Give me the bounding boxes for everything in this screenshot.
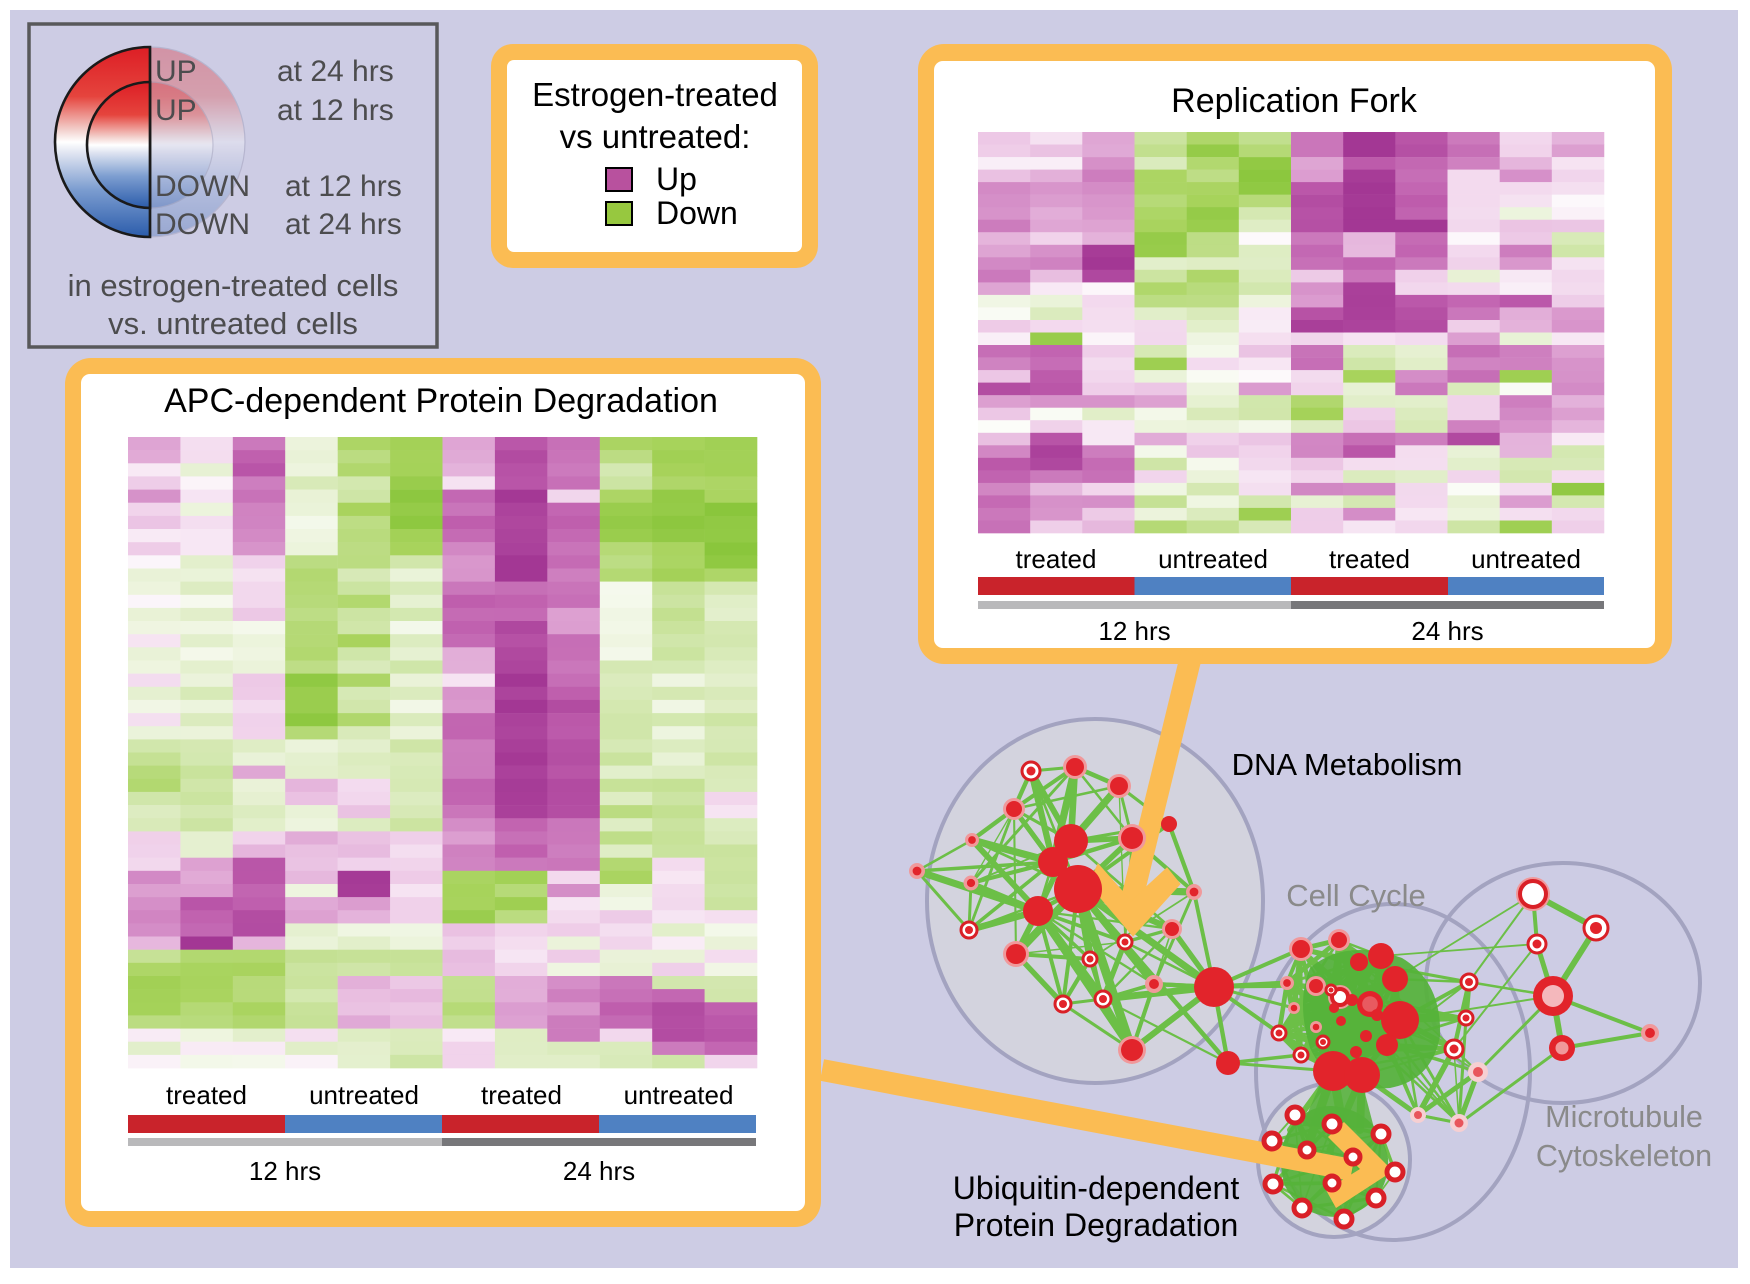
- svg-text:UP: UP: [155, 55, 197, 88]
- svg-text:at 12 hrs: at 12 hrs: [277, 94, 394, 127]
- svg-text:treated: treated: [166, 1080, 247, 1110]
- svg-text:at 12 hrs: at 12 hrs: [285, 170, 402, 203]
- svg-text:treated: treated: [481, 1080, 562, 1110]
- svg-text:12 hrs: 12 hrs: [249, 1156, 321, 1186]
- svg-text:treated: treated: [1329, 544, 1410, 574]
- svg-text:DOWN: DOWN: [155, 170, 250, 203]
- svg-text:UP: UP: [155, 94, 197, 127]
- svg-text:DOWN: DOWN: [155, 208, 250, 241]
- svg-text:24 hrs: 24 hrs: [563, 1156, 635, 1186]
- svg-text:untreated: untreated: [1158, 544, 1268, 574]
- svg-text:12 hrs: 12 hrs: [1098, 616, 1170, 646]
- svg-text:APC-dependent Protein Degradat: APC-dependent Protein Degradation: [164, 382, 718, 420]
- svg-text:Ubiquitin-dependent: Ubiquitin-dependent: [953, 1170, 1240, 1206]
- svg-text:Cell Cycle: Cell Cycle: [1286, 878, 1426, 913]
- svg-text:DNA Metabolism: DNA Metabolism: [1232, 747, 1463, 782]
- svg-text:Down: Down: [656, 195, 738, 231]
- svg-text:Estrogen-treated: Estrogen-treated: [532, 76, 778, 113]
- svg-text:24 hrs: 24 hrs: [1411, 616, 1483, 646]
- svg-text:vs. untreated cells: vs. untreated cells: [108, 306, 358, 341]
- svg-text:at 24 hrs: at 24 hrs: [285, 208, 402, 241]
- svg-text:Protein Degradation: Protein Degradation: [954, 1207, 1239, 1243]
- svg-text:Up: Up: [656, 161, 697, 197]
- svg-text:in estrogen-treated cells: in estrogen-treated cells: [68, 268, 399, 303]
- svg-text:untreated: untreated: [309, 1080, 419, 1110]
- svg-text:treated: treated: [1016, 544, 1097, 574]
- svg-text:at 24 hrs: at 24 hrs: [277, 55, 394, 88]
- svg-text:Replication Fork: Replication Fork: [1171, 82, 1418, 120]
- svg-text:vs untreated:: vs untreated:: [560, 118, 751, 155]
- svg-text:untreated: untreated: [1471, 544, 1581, 574]
- svg-text:untreated: untreated: [624, 1080, 734, 1110]
- svg-text:Microtubule: Microtubule: [1545, 1100, 1703, 1134]
- svg-text:Cytoskeleton: Cytoskeleton: [1536, 1139, 1712, 1173]
